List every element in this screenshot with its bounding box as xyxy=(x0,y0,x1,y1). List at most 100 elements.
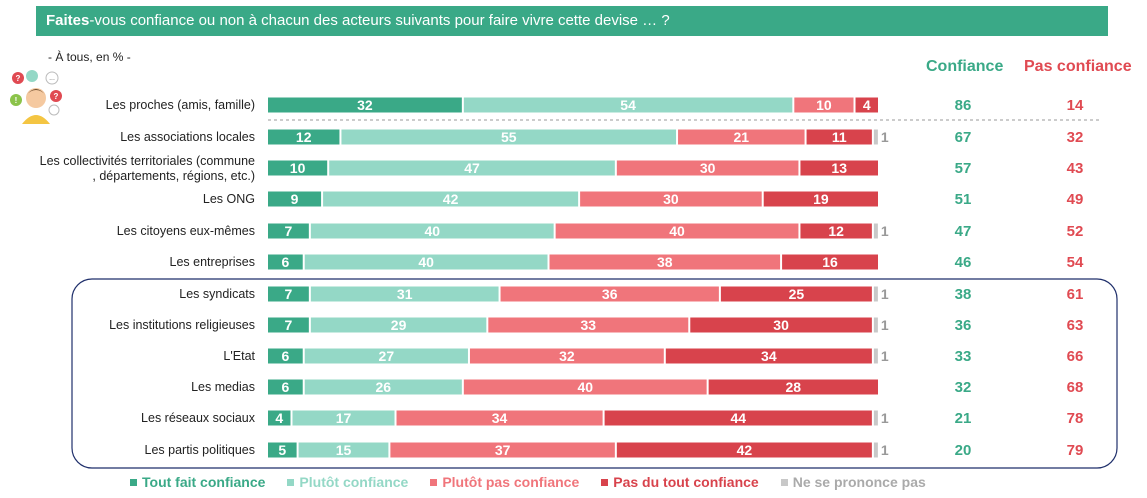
bar-segment xyxy=(390,442,615,458)
bar-value-label: 30 xyxy=(773,317,789,333)
bar-segment xyxy=(690,317,872,333)
bar-segment xyxy=(268,254,303,270)
pas-confiance-total: 49 xyxy=(1067,191,1084,208)
bar-value-label: 40 xyxy=(669,223,685,239)
bar-value-label: 6 xyxy=(281,379,289,395)
bar-segment xyxy=(298,442,389,458)
bar-segment xyxy=(616,160,799,176)
bar-segment xyxy=(763,191,878,207)
bar-value-label: 15 xyxy=(336,442,352,458)
highlight-box xyxy=(71,278,1118,469)
bar-segment xyxy=(268,410,291,426)
legend-item: Plutôt confiance xyxy=(287,474,408,490)
confiance-total: 46 xyxy=(955,254,972,271)
category-label: Les réseaux sociaux xyxy=(141,411,256,425)
bar-segment xyxy=(794,97,854,113)
legend-item: Tout fait confiance xyxy=(130,474,265,490)
confiance-total: 21 xyxy=(955,410,972,427)
pas-confiance-total: 78 xyxy=(1067,410,1084,427)
legend-label: Plutôt confiance xyxy=(299,474,409,490)
bar-segment xyxy=(580,191,762,207)
bar-segment xyxy=(873,223,878,239)
bar-value-label: 1 xyxy=(881,442,889,458)
bar-segment xyxy=(268,348,303,364)
category-label: Les citoyens eux-mêmes xyxy=(117,224,255,238)
pas-confiance-total: 14 xyxy=(1067,97,1084,114)
bar-value-label: 1 xyxy=(881,317,889,333)
bar-segment xyxy=(304,379,462,395)
confiance-total: 57 xyxy=(955,160,972,177)
bar-segment xyxy=(873,286,878,302)
legend-swatch xyxy=(430,478,438,486)
bar-value-label: 4 xyxy=(863,97,871,113)
bar-segment xyxy=(720,286,872,302)
bar-segment xyxy=(310,317,487,333)
bar-value-label: 29 xyxy=(391,317,407,333)
bar-segment xyxy=(323,191,579,207)
bar-value-label: 1 xyxy=(881,286,889,302)
category-label: Les ONG xyxy=(203,192,255,206)
bar-segment xyxy=(268,129,340,145)
pas-confiance-total: 52 xyxy=(1067,223,1084,240)
bar-value-label: 28 xyxy=(786,379,802,395)
svg-text:?: ? xyxy=(16,74,21,83)
bar-segment xyxy=(304,254,548,270)
bar-segment xyxy=(616,442,872,458)
bar-value-label: 1 xyxy=(881,410,889,426)
bar-segment xyxy=(604,410,872,426)
bar-segment xyxy=(873,129,878,145)
bar-segment xyxy=(310,286,499,302)
column-header-pas-confiance: Pas confiance xyxy=(1024,58,1132,75)
bar-value-label: 31 xyxy=(397,286,413,302)
legend-swatch xyxy=(601,478,609,486)
bar-segment xyxy=(800,160,878,176)
bar-value-label: 32 xyxy=(357,97,373,113)
legend-item: Plutôt pas confiance xyxy=(430,474,579,490)
bar-value-label: 16 xyxy=(822,254,838,270)
chart-title: Faites-vous confiance ou non à chacun de… xyxy=(36,6,1108,36)
bar-value-label: 25 xyxy=(789,286,805,302)
bar-value-label: 42 xyxy=(737,442,753,458)
category-label: Les associations locales xyxy=(120,130,255,144)
person-question-icon: ? ... ! ? xyxy=(10,70,62,124)
bar-value-label: 19 xyxy=(813,191,829,207)
bar-segment xyxy=(665,348,872,364)
bar-segment xyxy=(268,379,303,395)
category-label: L'Etat xyxy=(223,349,255,363)
category-label: Les proches (amis, famille) xyxy=(106,98,255,112)
bar-segment xyxy=(782,254,878,270)
bar-value-label: 34 xyxy=(492,410,508,426)
bar-value-label: 10 xyxy=(816,97,832,113)
bar-value-label: 34 xyxy=(761,348,777,364)
bar-value-label: 26 xyxy=(375,379,391,395)
category-label: Les institutions religieuses xyxy=(109,318,255,332)
bar-segment xyxy=(292,410,395,426)
bar-segment xyxy=(855,97,878,113)
bar-value-label: 33 xyxy=(581,317,597,333)
legend-swatch xyxy=(780,478,788,486)
bar-segment xyxy=(806,129,872,145)
bar-segment xyxy=(678,129,805,145)
pas-confiance-total: 66 xyxy=(1067,348,1084,365)
confiance-total: 33 xyxy=(955,348,972,365)
bar-value-label: 27 xyxy=(379,348,395,364)
pas-confiance-total: 68 xyxy=(1067,379,1084,396)
category-label: Les entreprises xyxy=(170,255,255,269)
bar-value-label: 6 xyxy=(281,254,289,270)
bar-segment xyxy=(341,129,677,145)
bar-value-label: 7 xyxy=(285,286,293,302)
bar-segment xyxy=(549,254,781,270)
category-label: Les medias xyxy=(191,380,255,394)
legend-label: Tout fait confiance xyxy=(142,474,266,490)
bar-value-label: 38 xyxy=(657,254,673,270)
bar-value-label: 36 xyxy=(602,286,618,302)
chart-subtitle: - À tous, en % - xyxy=(48,50,131,64)
bar-value-label: 47 xyxy=(464,160,480,176)
confiance-total: 47 xyxy=(955,223,972,240)
title-bold: Faites xyxy=(46,12,90,29)
bar-segment xyxy=(469,348,664,364)
bar-value-label: 40 xyxy=(418,254,434,270)
bar-segment xyxy=(268,97,462,113)
bar-value-label: 44 xyxy=(730,410,746,426)
